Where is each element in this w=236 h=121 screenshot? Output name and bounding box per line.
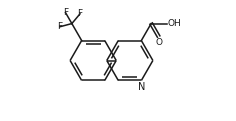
Text: OH: OH (168, 19, 182, 28)
Text: F: F (63, 8, 68, 17)
Text: F: F (57, 22, 62, 31)
Text: N: N (138, 82, 145, 92)
Text: O: O (155, 38, 162, 47)
Text: F: F (77, 9, 83, 18)
